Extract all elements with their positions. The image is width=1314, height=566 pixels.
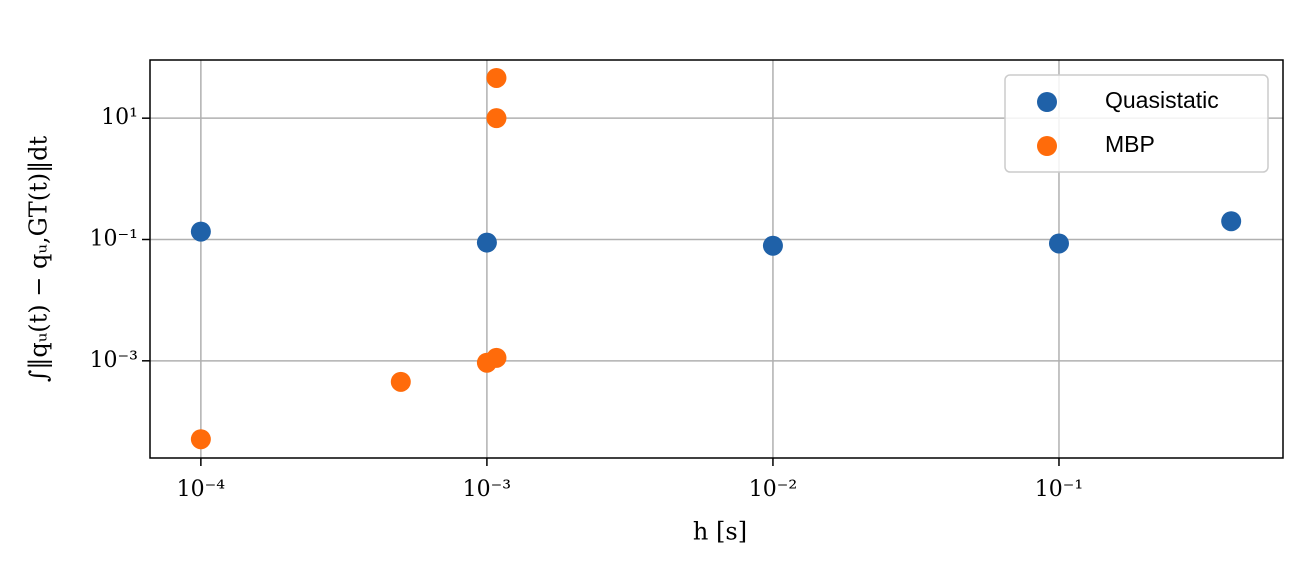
point bbox=[486, 347, 507, 368]
y-tick-label: 10⁻³ bbox=[90, 348, 138, 373]
legend-label: MBP bbox=[1105, 131, 1155, 157]
point bbox=[1221, 211, 1242, 232]
point bbox=[762, 235, 783, 256]
x-tick-label: 10⁻¹ bbox=[1035, 477, 1083, 502]
legend-marker bbox=[1037, 136, 1057, 156]
plot-frame bbox=[149, 59, 1284, 459]
y-tick-label: 10¹ bbox=[101, 105, 138, 130]
x-tick-label: 10⁻³ bbox=[463, 477, 511, 502]
point bbox=[190, 221, 211, 242]
point bbox=[190, 429, 211, 450]
point bbox=[390, 371, 411, 392]
x-axis-label: h [s] bbox=[693, 518, 747, 546]
point bbox=[486, 67, 507, 88]
point bbox=[1048, 233, 1069, 254]
point bbox=[476, 232, 497, 253]
x-tick-label: 10⁻⁴ bbox=[177, 477, 226, 502]
y-tick-label: 10⁻¹ bbox=[90, 226, 138, 251]
legend-box bbox=[1004, 74, 1269, 173]
x-tick-label: 10⁻² bbox=[749, 477, 797, 502]
legend-marker bbox=[1037, 92, 1057, 112]
y-axis-label: ∫‖qᵤ(t) − qᵤ,GT(t)‖dt bbox=[25, 135, 54, 382]
legend-label: Quasistatic bbox=[1105, 87, 1219, 113]
point bbox=[486, 108, 507, 129]
